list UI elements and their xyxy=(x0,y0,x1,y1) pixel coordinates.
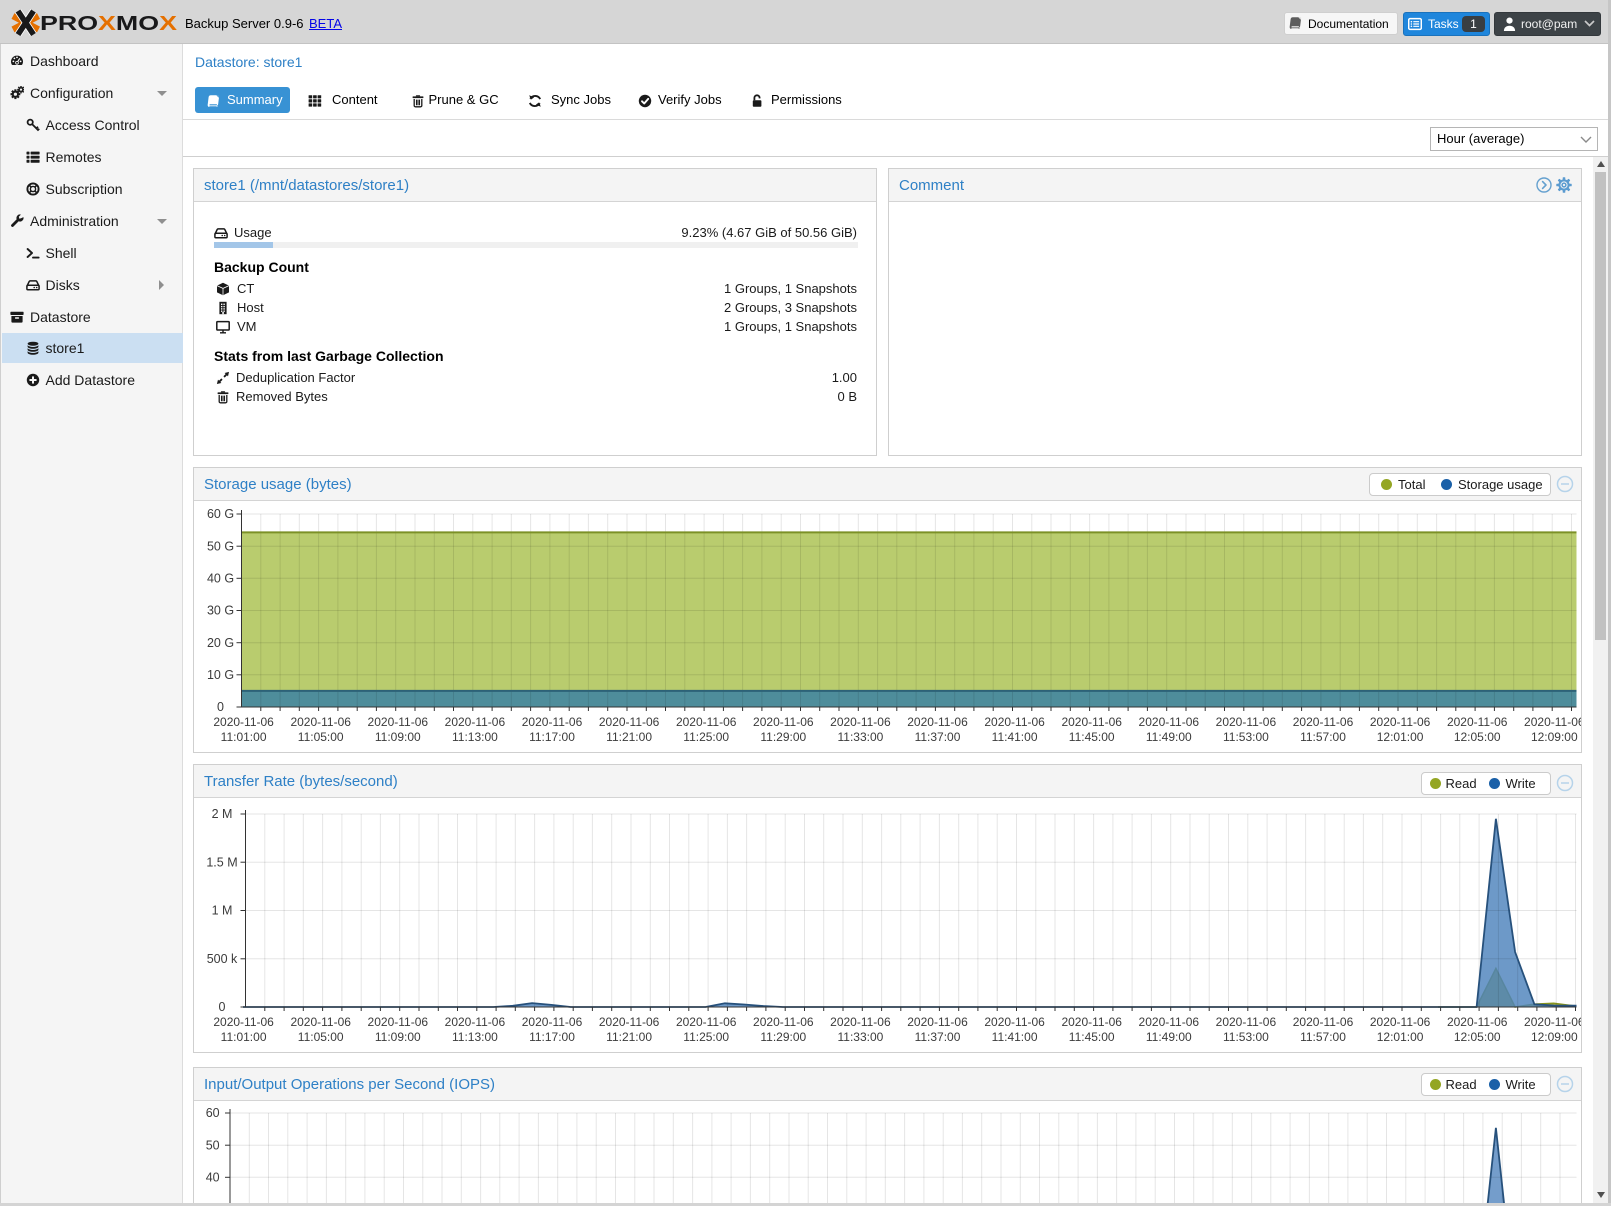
svg-text:2020-11-06: 2020-11-06 xyxy=(599,1015,660,1029)
svg-text:2020-11-06: 2020-11-06 xyxy=(1370,715,1431,729)
svg-text:2020-11-06: 2020-11-06 xyxy=(445,1015,506,1029)
svg-text:50: 50 xyxy=(206,1138,220,1152)
svg-text:12:09:00: 12:09:00 xyxy=(1531,1030,1578,1044)
svg-text:2020-11-06: 2020-11-06 xyxy=(830,715,891,729)
svg-text:40: 40 xyxy=(206,1171,220,1185)
svg-text:1 M: 1 M xyxy=(212,904,233,918)
svg-text:2020-11-06: 2020-11-06 xyxy=(599,715,660,729)
svg-text:2020-11-06: 2020-11-06 xyxy=(1293,1015,1354,1029)
svg-text:2020-11-06: 2020-11-06 xyxy=(1370,1015,1431,1029)
svg-text:2020-11-06: 2020-11-06 xyxy=(368,1015,429,1029)
svg-text:2020-11-06: 2020-11-06 xyxy=(1061,1015,1122,1029)
svg-text:11:09:00: 11:09:00 xyxy=(375,730,421,744)
svg-text:11:05:00: 11:05:00 xyxy=(298,1030,344,1044)
svg-text:2020-11-06: 2020-11-06 xyxy=(1293,715,1354,729)
svg-text:11:13:00: 11:13:00 xyxy=(452,730,498,744)
svg-text:2020-11-06: 2020-11-06 xyxy=(1524,715,1581,729)
svg-text:11:37:00: 11:37:00 xyxy=(915,730,961,744)
svg-text:2020-11-06: 2020-11-06 xyxy=(1447,715,1508,729)
svg-text:11:53:00: 11:53:00 xyxy=(1223,730,1269,744)
svg-text:2020-11-06: 2020-11-06 xyxy=(1061,715,1122,729)
svg-text:11:53:00: 11:53:00 xyxy=(1223,1030,1269,1044)
svg-text:2020-11-06: 2020-11-06 xyxy=(1216,715,1277,729)
svg-text:11:33:00: 11:33:00 xyxy=(837,1030,883,1044)
svg-text:11:33:00: 11:33:00 xyxy=(837,730,883,744)
svg-text:11:57:00: 11:57:00 xyxy=(1300,730,1346,744)
svg-text:11:01:00: 11:01:00 xyxy=(221,730,267,744)
svg-text:11:09:00: 11:09:00 xyxy=(375,1030,421,1044)
svg-text:2020-11-06: 2020-11-06 xyxy=(1139,715,1200,729)
svg-text:12:05:00: 12:05:00 xyxy=(1454,730,1501,744)
svg-text:2020-11-06: 2020-11-06 xyxy=(213,1015,274,1029)
svg-text:11:17:00: 11:17:00 xyxy=(529,730,575,744)
svg-text:2020-11-06: 2020-11-06 xyxy=(676,1015,737,1029)
svg-text:10 G: 10 G xyxy=(207,668,234,682)
svg-text:2020-11-06: 2020-11-06 xyxy=(213,715,274,729)
svg-text:11:25:00: 11:25:00 xyxy=(683,1030,729,1044)
svg-text:11:21:00: 11:21:00 xyxy=(606,730,652,744)
svg-text:30 G: 30 G xyxy=(207,604,234,618)
svg-text:2020-11-06: 2020-11-06 xyxy=(907,1015,968,1029)
svg-text:2020-11-06: 2020-11-06 xyxy=(290,1015,351,1029)
svg-text:11:21:00: 11:21:00 xyxy=(606,1030,652,1044)
svg-text:11:49:00: 11:49:00 xyxy=(1146,1030,1192,1044)
svg-text:2020-11-06: 2020-11-06 xyxy=(1216,1015,1277,1029)
svg-text:11:29:00: 11:29:00 xyxy=(760,730,806,744)
svg-text:50 G: 50 G xyxy=(207,539,234,553)
svg-text:11:57:00: 11:57:00 xyxy=(1300,1030,1346,1044)
svg-text:11:45:00: 11:45:00 xyxy=(1069,730,1115,744)
svg-text:12:01:00: 12:01:00 xyxy=(1377,1030,1424,1044)
svg-text:2020-11-06: 2020-11-06 xyxy=(984,715,1045,729)
svg-text:2020-11-06: 2020-11-06 xyxy=(753,1015,814,1029)
svg-text:20 G: 20 G xyxy=(207,636,234,650)
svg-text:1.5 M: 1.5 M xyxy=(206,856,237,870)
svg-text:11:25:00: 11:25:00 xyxy=(683,730,729,744)
svg-text:0: 0 xyxy=(219,1000,226,1014)
svg-text:60: 60 xyxy=(206,1106,220,1120)
svg-text:11:41:00: 11:41:00 xyxy=(992,730,1038,744)
svg-text:12:05:00: 12:05:00 xyxy=(1454,1030,1501,1044)
svg-text:11:29:00: 11:29:00 xyxy=(760,1030,806,1044)
svg-text:11:17:00: 11:17:00 xyxy=(529,1030,575,1044)
svg-text:11:49:00: 11:49:00 xyxy=(1146,730,1192,744)
svg-text:60 G: 60 G xyxy=(207,507,234,521)
svg-text:2 M: 2 M xyxy=(212,807,233,821)
svg-text:11:37:00: 11:37:00 xyxy=(915,1030,961,1044)
svg-text:40 G: 40 G xyxy=(207,572,234,586)
svg-text:2020-11-06: 2020-11-06 xyxy=(984,1015,1045,1029)
svg-text:2020-11-06: 2020-11-06 xyxy=(522,1015,583,1029)
svg-text:2020-11-06: 2020-11-06 xyxy=(830,1015,891,1029)
svg-text:2020-11-06: 2020-11-06 xyxy=(1447,1015,1508,1029)
svg-text:2020-11-06: 2020-11-06 xyxy=(753,715,814,729)
svg-text:0: 0 xyxy=(217,700,224,714)
svg-text:2020-11-06: 2020-11-06 xyxy=(1139,1015,1200,1029)
svg-text:500 k: 500 k xyxy=(207,952,238,966)
svg-text:11:41:00: 11:41:00 xyxy=(992,1030,1038,1044)
svg-text:11:05:00: 11:05:00 xyxy=(298,730,344,744)
svg-text:11:01:00: 11:01:00 xyxy=(221,1030,267,1044)
svg-text:2020-11-06: 2020-11-06 xyxy=(368,715,429,729)
svg-text:2020-11-06: 2020-11-06 xyxy=(445,715,506,729)
svg-text:2020-11-06: 2020-11-06 xyxy=(522,715,583,729)
svg-text:2020-11-06: 2020-11-06 xyxy=(1524,1015,1581,1029)
svg-text:11:45:00: 11:45:00 xyxy=(1069,1030,1115,1044)
svg-text:12:09:00: 12:09:00 xyxy=(1531,730,1578,744)
svg-text:12:01:00: 12:01:00 xyxy=(1377,730,1424,744)
svg-text:2020-11-06: 2020-11-06 xyxy=(907,715,968,729)
svg-text:2020-11-06: 2020-11-06 xyxy=(290,715,351,729)
svg-text:11:13:00: 11:13:00 xyxy=(452,1030,498,1044)
svg-text:2020-11-06: 2020-11-06 xyxy=(676,715,737,729)
